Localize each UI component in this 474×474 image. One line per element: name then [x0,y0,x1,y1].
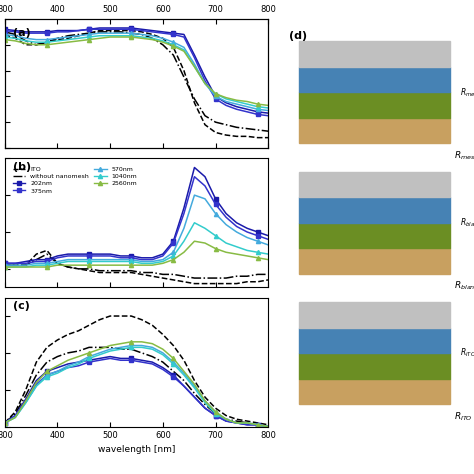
Bar [299,302,450,328]
Text: (c): (c) [13,301,29,311]
Text: $R_{ITO}$: $R_{ITO}$ [454,410,473,423]
Bar [299,353,450,379]
Bar [299,118,450,143]
Bar [299,41,450,67]
Bar [299,92,450,118]
X-axis label: wavelength [nm]: wavelength [nm] [98,445,175,454]
Bar [299,248,450,274]
Text: $R_{blank}$: $R_{blank}$ [454,280,474,292]
Text: $R_{mesh}$: $R_{mesh}$ [460,86,474,99]
Text: $R_{blank}$: $R_{blank}$ [460,217,474,229]
Bar [299,67,450,92]
Bar [299,172,450,197]
Bar [299,223,450,248]
Bar [299,328,450,353]
Legend: ITO, without nanomesh, 202nm, 375nm, 570nm, 1040nm, 2560nm: ITO, without nanomesh, 202nm, 375nm, 570… [10,164,140,196]
Text: (b): (b) [13,162,31,172]
Text: (d): (d) [289,31,307,41]
Bar [299,379,450,404]
Text: $R_{mesh}$: $R_{mesh}$ [454,149,474,162]
Text: $R_{ITO}$: $R_{ITO}$ [460,347,474,359]
Text: (a): (a) [13,28,30,38]
Bar [299,197,450,223]
